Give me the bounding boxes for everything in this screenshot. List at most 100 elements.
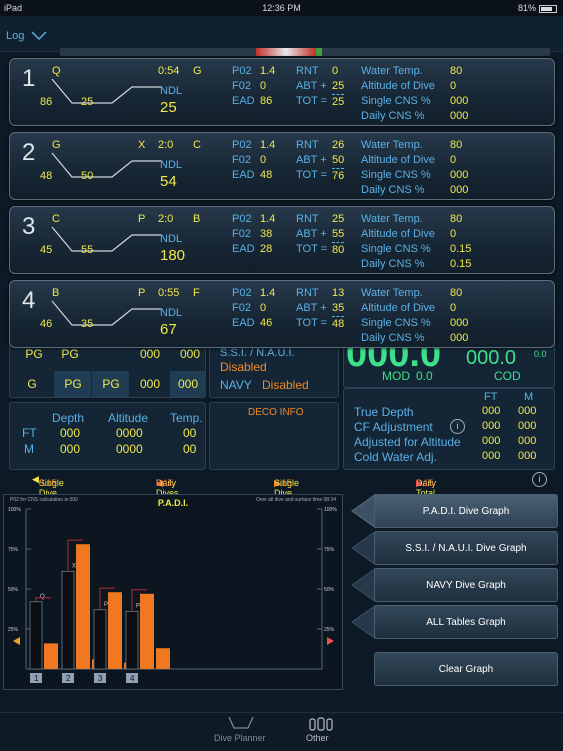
adjusted-altitude-label: Adjusted for Altitude (354, 435, 461, 449)
dive-number: 1 (22, 65, 36, 92)
ndl-label: NDL (160, 307, 183, 319)
dive-profile-icon (228, 716, 254, 729)
log-popup: 1 Q 0:54 G 86 25 NDL 25 P02 F02 EAD 1.4 … (9, 58, 555, 350)
dive-log-card[interactable]: 2 G X 2:0 C 48 50 NDL 54 P02 F02 EAD 1.4… (9, 132, 555, 200)
dive-log-card[interactable]: 1 Q 0:54 G 86 25 NDL 25 P02 F02 EAD 1.4 … (9, 58, 555, 126)
navy-graph-button[interactable]: NAVY Dive Graph (374, 568, 558, 602)
depth-ft: 000 (60, 426, 81, 440)
water-temp-label: Water Temp. (361, 65, 423, 77)
tanks-icon (309, 717, 333, 731)
ssi-status: Disabled (220, 360, 267, 374)
temp-header: Temp. (170, 411, 203, 425)
dive-profile-icon (51, 152, 162, 178)
ead-label: EAD (232, 243, 255, 255)
end-group: G (193, 65, 202, 77)
ssi-naui-graph-button[interactable]: S.S.I. / N.A.U.I. Dive Graph (374, 531, 558, 565)
groups-panel: PG PG 000 000 G PG PG 000 000 (9, 338, 206, 398)
abt-label: ABT + (296, 302, 327, 314)
daily-cns-value: 000 (450, 110, 469, 122)
altitude-label: Altitude of Dive (361, 302, 435, 314)
deco-info-label: DECO INFO (248, 407, 304, 418)
fo2-value: 0 (260, 302, 267, 314)
tot-label: TOT = (296, 169, 328, 181)
dive-number: 4 (22, 287, 36, 314)
depth-altitude-panel: Depth Altitude Temp. FT 000 0000 00 M 00… (9, 402, 206, 470)
rnt-label: RNT (296, 65, 319, 77)
rnt-value: 26 (332, 139, 345, 151)
ndl-label: NDL (160, 159, 183, 171)
altitude-label: Altitude of Dive (361, 80, 435, 92)
navy-label: NAVY (220, 378, 252, 392)
rnt-label: RNT (296, 287, 319, 299)
category-box (62, 673, 74, 683)
fo2-value: 38 (260, 228, 273, 240)
clear-graph-button[interactable]: Clear Graph (374, 652, 558, 686)
tab-dive-planner[interactable]: Dive Planner (212, 713, 272, 751)
altitude-ft: 0000 (116, 426, 143, 440)
category-label: 4 (130, 674, 135, 683)
ndl-value: 54 (160, 173, 177, 190)
ead-value: 48 (260, 169, 273, 181)
true-depth-panel: FT M True Depth 000 000 CF Adjustment i … (343, 388, 555, 470)
battery-indicator: 81% (518, 3, 557, 13)
fo2-label: F02 (232, 302, 251, 314)
tot-value: 48 (332, 318, 345, 330)
y-tick-label: 75% (8, 547, 19, 553)
cns-bar: ◀ Single Dive CNS% 0.15 ◀ Daily Dives CN… (0, 470, 563, 518)
water-temp-value: 80 (450, 213, 463, 225)
graph-note-right: Over all dive and surface time 08:34 (255, 497, 336, 503)
mod-value: 0.0 (416, 369, 433, 383)
group-label: P (104, 602, 108, 608)
y-tick-label: 50% (324, 587, 335, 593)
info-icon[interactable]: i (532, 472, 547, 487)
clock: 12:36 PM (262, 3, 301, 13)
abt-value: 35 (332, 301, 345, 317)
tot-value: 80 (332, 244, 345, 256)
altitude-value: 0 (450, 228, 457, 240)
tab-indicator-icon (351, 605, 376, 639)
info-icon[interactable]: i (450, 419, 465, 434)
start-group: C (52, 213, 60, 225)
log-button[interactable]: Log (6, 30, 47, 42)
single-cns-label: Single CNS % (361, 243, 431, 255)
single-cns-label: Single CNS % (361, 95, 431, 107)
dive-log-card[interactable]: 4 B P 0:55 F 46 35 NDL 67 P02 F02 EAD 1.… (9, 280, 555, 348)
all-tables-graph-button[interactable]: ALL Tables Graph (374, 605, 558, 639)
water-temp-label: Water Temp. (361, 213, 423, 225)
true-depth-label: True Depth (354, 405, 414, 419)
tab-other[interactable]: Other (304, 713, 344, 751)
single-cns-label: Single CNS % (361, 169, 431, 181)
dive-depth: 55 (81, 244, 94, 256)
ssi-label: S.S.I. / N.A.U.I. (220, 347, 295, 359)
single-cns-label: Single CNS % (361, 317, 431, 329)
true-depth-m: 000 (518, 405, 537, 417)
dive-tab-strip (60, 48, 550, 56)
daily-cns-value: 000 (450, 332, 469, 344)
y-tick-label: 75% (324, 547, 335, 553)
group-cell: PG (102, 377, 120, 391)
padi-graph-button[interactable]: P.A.D.I. Dive Graph (374, 494, 558, 528)
dive-log-card[interactable]: 3 C P 2:0 B 45 55 NDL 180 P02 F02 EAD 1.… (9, 206, 555, 274)
cf-adjustment-m: 000 (518, 420, 537, 432)
mod-tiny-value: 0.0 (534, 349, 547, 359)
single-cns-legend: ◀ Single Dive CNS% 0.15 (32, 474, 66, 508)
bar-series-2 (44, 643, 58, 669)
graph-canvas: 100% 100% 75% 75% 50% 50% 25% 25% 1 Q 2 X 3 P 4 P (8, 507, 337, 683)
dive-depth: 35 (81, 318, 94, 330)
temp-m: 00 (183, 442, 197, 456)
ndl-value: 25 (160, 99, 177, 116)
start-group: Q (52, 65, 61, 77)
y-tick-label: 100% (8, 507, 21, 513)
abt-value: 55 (332, 227, 345, 243)
dive-flag: X (138, 139, 146, 151)
bar-series-2 (140, 593, 154, 669)
dive-flag: P (138, 287, 146, 299)
dive-number: 2 (22, 139, 36, 166)
po2-value: 1.4 (260, 213, 276, 225)
tot-label: TOT = (296, 243, 328, 255)
category-box (30, 673, 42, 683)
bottom-tab-bar: Dive Planner Other (0, 712, 563, 750)
rnt-value: 13 (332, 287, 345, 299)
group-cell: PG (25, 347, 43, 361)
tab-other-label: Other (306, 733, 329, 743)
